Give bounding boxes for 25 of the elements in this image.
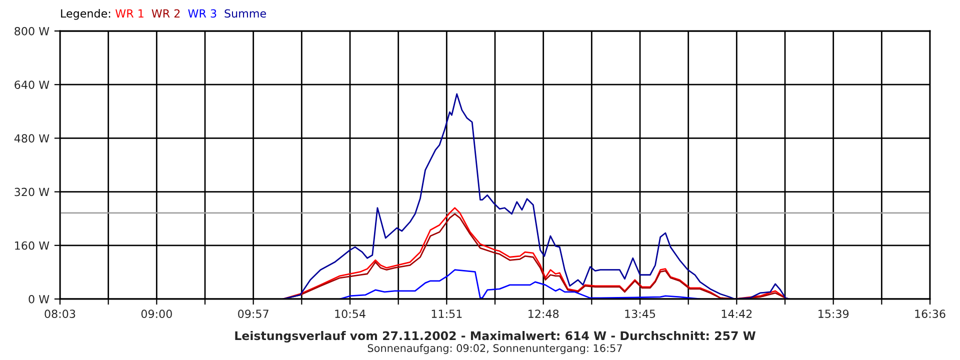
text: Leistungsverlauf vom 27.11.2002 - Maximalwert: 614 W - Durchschnitt: 257 W (235, 331, 756, 343)
y-tick-label: 160 W (15, 241, 50, 250)
y-tick-label: 0 W (28, 294, 50, 304)
line-series (282, 93, 790, 299)
y-tick-label: 800 W (14, 26, 50, 36)
text: WR 2 (152, 9, 180, 18)
x-tick-label: 13:45 (625, 310, 656, 318)
x-tick-label: 11:51 (432, 310, 462, 318)
text: Sonnenaufgang: 09:02, Sonnenuntergang: 16:57 (368, 344, 622, 354)
x-tick-label: 09:57 (238, 310, 268, 318)
y-tick-label: 480 W (14, 134, 50, 143)
text: WR 3 (188, 9, 216, 18)
text: Summe (224, 9, 266, 18)
line-series (339, 269, 701, 299)
legend-title: Legende: (61, 9, 110, 20)
y-tick-label: 320 W (14, 188, 50, 196)
y-tick-label: 640 W (14, 80, 50, 89)
x-tick-label: 12:48 (528, 310, 559, 318)
text: WR 1 (115, 9, 144, 18)
x-tick-label: 16:36 (915, 310, 946, 318)
x-tick-label: 09:00 (141, 310, 172, 318)
x-tick-label: 08:03 (44, 310, 76, 318)
x-tick-label: 10:54 (335, 310, 366, 318)
x-tick-label: 14:42 (722, 310, 752, 318)
x-tick-label: 15:39 (818, 310, 849, 318)
